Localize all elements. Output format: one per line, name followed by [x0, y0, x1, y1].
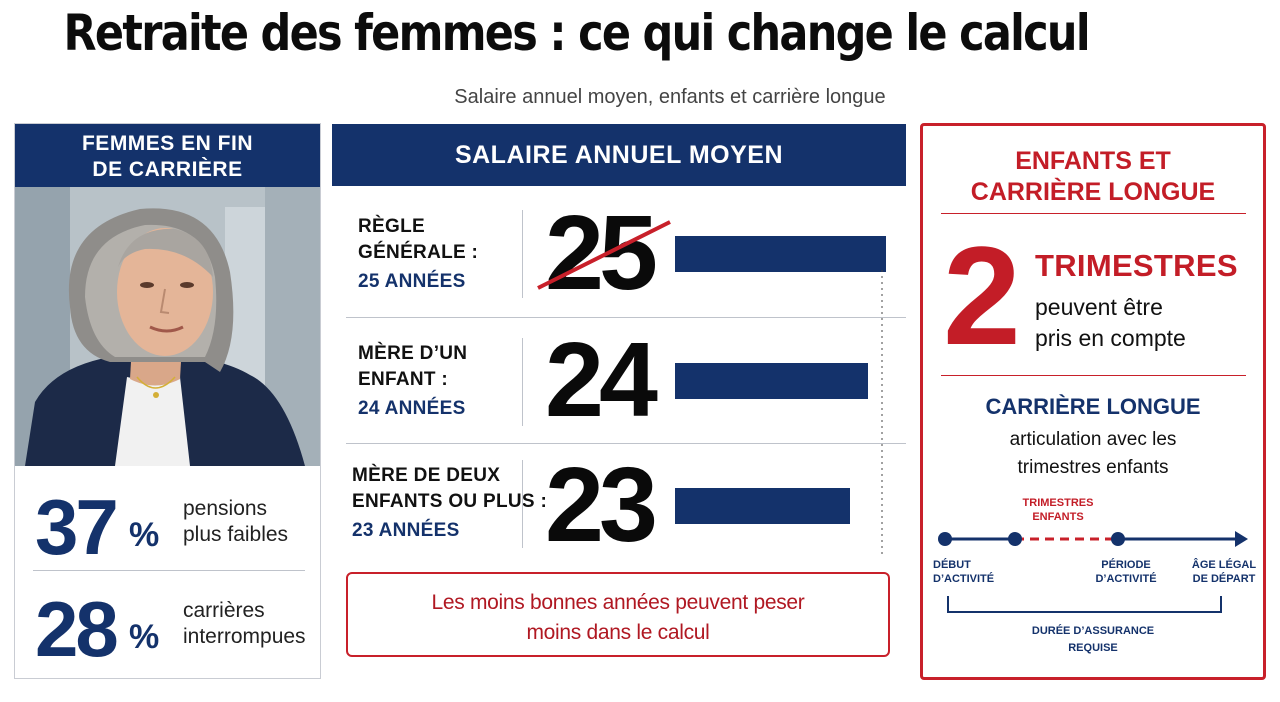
timeline-start-line2: D’ACTIVITÉ [933, 573, 995, 585]
middle-panel-header: SALAIRE ANNUEL MOYEN [332, 124, 906, 186]
timeline-graphic [938, 531, 1248, 547]
timeline-start-line1: DÉBUT [933, 559, 971, 571]
row-1-number: 25 [545, 194, 658, 312]
timeline-end-label: ÂGE LÉGAL DE DÉPART [1185, 558, 1263, 586]
timeline-period-line2: D’ACTIVITÉ [1095, 573, 1157, 585]
row-2-separator [522, 338, 523, 426]
timeline-dot-enfants [1008, 532, 1022, 546]
timeline-dot-start [938, 532, 952, 546]
carriere-longue-description: articulation avec les trimestres enfants [923, 426, 1263, 482]
stat-2-value: 28 [35, 585, 119, 673]
row-3-separator [522, 460, 523, 548]
row-3-bar [675, 488, 850, 524]
note-line2: moins dans le calcul [526, 621, 710, 644]
reference-dotted-line [881, 270, 883, 555]
row-2-label-line2: ENFANT : [358, 369, 449, 390]
timeline-enfants-label: TRIMESTRES ENFANTS [1003, 496, 1113, 524]
row-divider-2 [346, 443, 906, 444]
stat-1-value: 37 [35, 483, 119, 571]
strike-through-line [537, 220, 671, 290]
stat-2-label: carrières interrompues [183, 598, 306, 650]
timeline-period-line1: PÉRIODE [1101, 559, 1151, 571]
timeline-start-label: DÉBUT D’ACTIVITÉ [923, 558, 995, 586]
timeline-end-line2: DE DÉPART [1192, 573, 1256, 585]
trimestres-description: peuvent être pris en compte [1035, 292, 1186, 354]
timeline-enfants-line1: TRIMESTRES [1022, 497, 1094, 509]
duration-label: DURÉE D’ASSURANCE REQUISE [983, 624, 1203, 655]
carriere-desc-line2: trimestres enfants [1017, 457, 1169, 478]
trimestres-desc-line1: peuvent être [1035, 294, 1163, 320]
row-3-label: MÈRE DE DEUX ENFANTS OU PLUS : 23 ANNÉES [352, 463, 547, 542]
stat-2-label-line2: interrompues [183, 625, 306, 648]
duration-line1: DURÉE D’ASSURANCE [1031, 625, 1155, 637]
row-1-label: RÈGLE GÉNÉRALE : 25 ANNÉES [358, 214, 478, 293]
right-title-line2: CARRIÈRE LONGUE [970, 178, 1216, 206]
stat-1-label-line1: pensions [183, 497, 268, 520]
portrait-illustration [15, 187, 320, 466]
note-box: Les moins bonnes années peuvent peser mo… [346, 572, 890, 657]
woman-portrait-image [15, 187, 320, 466]
trimestres-number: 2 [943, 217, 1021, 374]
right-divider-2 [941, 375, 1246, 376]
row-1-label-line2: GÉNÉRALE : [358, 242, 479, 263]
row-2-years: 24 ANNÉES [358, 398, 466, 419]
stat-1-label: pensions plus faibles [183, 496, 288, 548]
timeline-dot-periode [1111, 532, 1125, 546]
stat-1-label-line2: plus faibles [183, 523, 289, 546]
left-header-line2: DE CARRIÈRE [92, 158, 243, 181]
row-3-years: 23 ANNÉES [352, 520, 460, 541]
row-3-number: 23 [545, 446, 658, 564]
carriere-desc-line1: articulation avec les [1009, 429, 1177, 450]
trimestres-label: TRIMESTRES [1035, 248, 1238, 283]
right-divider-1 [941, 213, 1246, 214]
row-2-bar [675, 363, 868, 399]
row-2-label-line1: MÈRE D’UN [358, 343, 468, 364]
timeline-enfants-line2: ENFANTS [1032, 511, 1084, 523]
row-1-label-line1: RÈGLE [358, 216, 425, 237]
row-3-label-line1: MÈRE DE DEUX [352, 465, 501, 486]
row-2-number: 24 [545, 321, 658, 439]
row-divider-1 [346, 317, 906, 318]
timeline-period-label: PÉRIODE D’ACTIVITÉ [1081, 558, 1171, 586]
stat-divider [33, 570, 305, 571]
trimestres-desc-line2: pris en compte [1035, 325, 1186, 351]
timeline-end-line1: ÂGE LÉGAL [1191, 559, 1257, 571]
right-panel-title: ENFANTS ET CARRIÈRE LONGUE [923, 146, 1263, 208]
right-title-line1: ENFANTS ET [1015, 147, 1171, 175]
page-title: Retraite des femmes : ce qui change le c… [63, 4, 1091, 62]
duration-bracket [947, 596, 1222, 613]
stat-2-label-line1: carrières [183, 599, 265, 622]
left-panel-header: FEMMES EN FIN DE CARRIÈRE [15, 124, 320, 187]
left-header-line1: FEMMES EN FIN [81, 132, 253, 155]
stat-2-unit: % [129, 618, 160, 656]
row-2-label: MÈRE D’UN ENFANT : 24 ANNÉES [358, 341, 467, 420]
row-3-label-line2: ENFANTS OU PLUS : [352, 491, 548, 512]
right-panel: ENFANTS ET CARRIÈRE LONGUE 2 TRIMESTRES … [920, 123, 1266, 680]
row-1-bar [675, 236, 886, 272]
left-panel: FEMMES EN FIN DE CARRIÈRE [14, 123, 321, 679]
timeline-arrow-icon [1235, 531, 1248, 547]
stat-1-unit: % [129, 516, 160, 554]
row-1-years: 25 ANNÉES [358, 271, 466, 292]
duration-line2: REQUISE [1068, 642, 1118, 654]
note-line1: Les moins bonnes années peuvent peser [431, 591, 805, 614]
page-subtitle: Salaire annuel moyen, enfants et carrièr… [454, 86, 886, 108]
carriere-longue-title: CARRIÈRE LONGUE [985, 394, 1201, 419]
row-1-separator [522, 210, 523, 298]
